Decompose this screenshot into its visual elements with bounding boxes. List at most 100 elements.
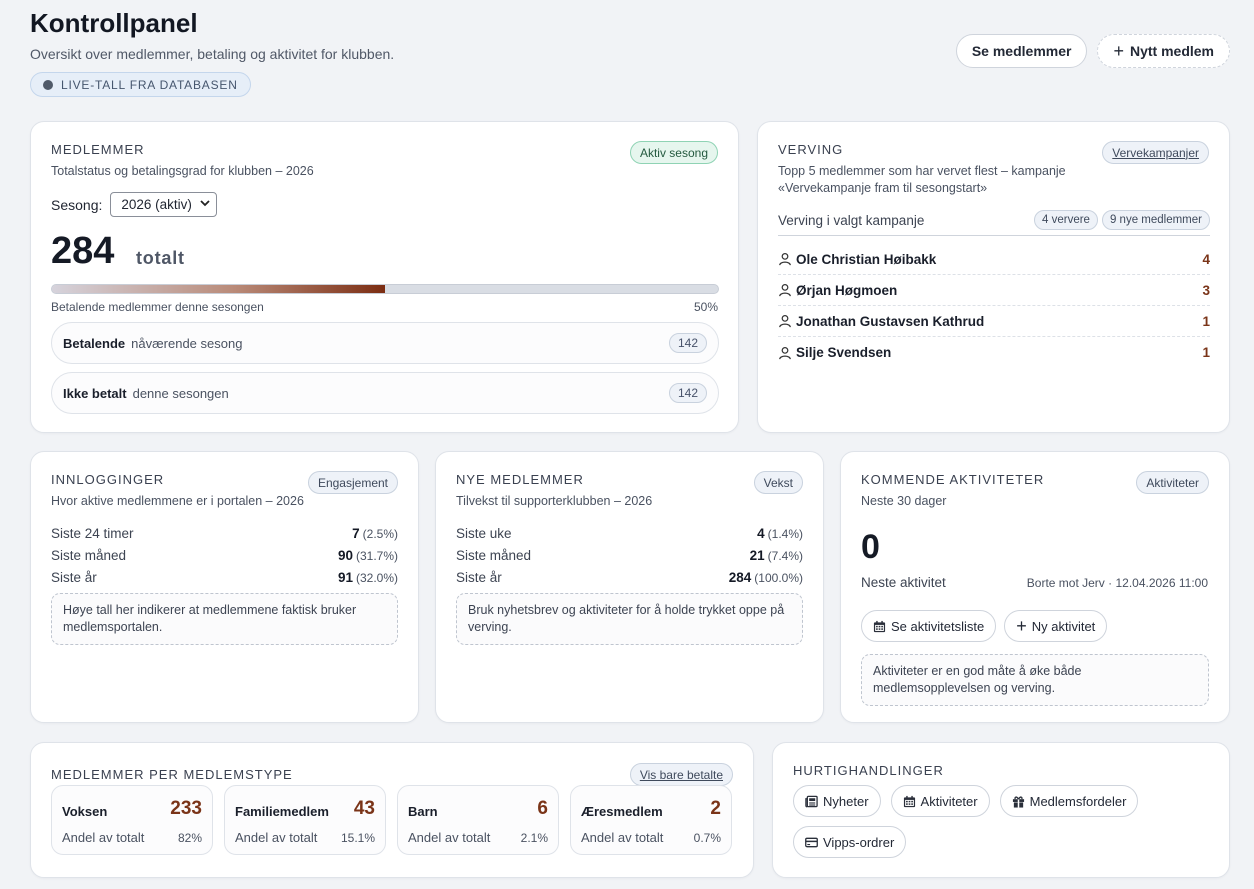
list-item[interactable]: Jonathan Gustavsen Kathrud 1 — [778, 306, 1210, 337]
paying-progress-bar — [51, 284, 719, 294]
member-type-box: Familiemedlem 43 Andel av totalt 15.1% — [224, 785, 386, 855]
gift-icon — [1012, 795, 1024, 808]
stat-label: Siste uke — [456, 525, 512, 541]
quick-actions-grid: Nyheter Aktiviteter Medlemsfordeler Vipp… — [793, 785, 1193, 858]
member-type-count: 233 — [170, 798, 202, 819]
new-member-label: Nytt medlem — [1129, 43, 1214, 59]
stat-number: 4 — [757, 525, 765, 541]
activities-button[interactable]: Aktiviteter — [890, 785, 990, 817]
stat-row: Siste år 284 (100.0%) — [456, 566, 803, 588]
logins-card: INNLOGGINGER Hvor aktive medlemmene er i… — [30, 451, 419, 723]
logins-card-subtitle: Hvor aktive medlemmene er i portalen – 2… — [51, 494, 304, 508]
recruiters-badge: 4 ververe — [1034, 210, 1098, 230]
recruiter-name: Silje Svendsen — [796, 345, 892, 360]
new-activity-label: Ny aktivitet — [1031, 618, 1096, 634]
list-item[interactable]: Silje Svendsen 1 — [778, 337, 1210, 368]
plus-icon: + — [1016, 616, 1027, 636]
new-members-card-label: NYE MEDLEMMER — [456, 472, 584, 487]
season-label: Sesong: — [51, 196, 103, 213]
logins-hint: Høye tall her indikerer at medlemmene fa… — [51, 593, 398, 645]
member-type-share-label: Andel av totalt — [62, 830, 145, 845]
recruiter-count: 1 — [1202, 313, 1210, 329]
activity-list-button[interactable]: Se aktivitetsliste — [861, 610, 997, 642]
member-benefits-label: Medlemsfordeler — [1029, 793, 1127, 809]
stat-label: Siste måned — [51, 547, 127, 563]
growth-badge: Vekst — [753, 471, 803, 494]
stat-label: Siste 24 timer — [51, 525, 134, 541]
new-member-button[interactable]: + Nytt medlem — [1097, 34, 1230, 68]
live-badge-label: LIVE-TALL FRA DATABASEN — [61, 77, 238, 92]
new-activity-button[interactable]: + Ny aktivitet — [1004, 610, 1108, 642]
recruit-head: Verving i valgt kampanje 4 ververe 9 nye… — [778, 210, 1210, 230]
unpaid-row[interactable]: Ikke betalt denne sesongen 142 — [51, 372, 719, 414]
credit-card-icon — [805, 837, 818, 847]
activity-buttons: Se aktivitetsliste + Ny aktivitet — [861, 610, 1108, 642]
member-type-name: Voksen — [62, 804, 108, 819]
list-item[interactable]: Ole Christian Høibakk 4 — [778, 244, 1210, 275]
stat-row: Siste måned 90 (31.7%) — [51, 544, 398, 566]
stat-value: 4 (1.4%) — [757, 526, 803, 541]
paying-count: 142 — [668, 333, 707, 353]
page-title: Kontrollpanel — [30, 8, 198, 38]
new-members-card-subtitle: Tilvekst til supporterklubben – 2026 — [456, 494, 653, 508]
member-type-share: 15.1% — [340, 831, 375, 845]
chevron-down-icon — [200, 199, 210, 210]
member-types-card: MEDLEMMER PER MEDLEMSTYPE Vis bare betal… — [30, 742, 754, 878]
person-icon — [779, 252, 791, 266]
list-item[interactable]: Ørjan Høgmoen 3 — [778, 275, 1210, 306]
stat-label: Siste måned — [456, 547, 532, 563]
vipps-orders-label: Vipps-ordrer — [823, 834, 895, 850]
recruiter-name: Ole Christian Høibakk — [796, 251, 937, 267]
next-activity-label: Neste aktivitet — [861, 575, 946, 590]
member-types-grid: Voksen 233 Andel av totalt 82% Familieme… — [51, 785, 732, 855]
members-card: MEDLEMMER Totalstatus og betalingsgrad f… — [30, 121, 739, 433]
paying-label: Betalende — [63, 335, 126, 351]
stat-value: 7 (2.5%) — [352, 526, 398, 541]
member-type-share: 2.1% — [520, 831, 548, 845]
next-activity-value: Borte mot Jerv · 12.04.2026 11:00 — [1026, 575, 1208, 590]
recruit-subtitle-line1: Topp 5 medlemmer som har vervet flest – … — [778, 164, 1066, 178]
plus-icon: + — [1113, 41, 1124, 61]
upcoming-card-label: KOMMENDE AKTIVITETER — [861, 472, 1045, 487]
progress-percent: 50% — [693, 300, 718, 314]
stat-percent: (2.5%) — [362, 526, 398, 541]
live-dot-icon — [43, 79, 53, 90]
upcoming-card-subtitle: Neste 30 dager — [861, 494, 947, 508]
new-members-badge: 9 nye medlemmer — [1101, 210, 1210, 230]
stat-number: 21 — [749, 547, 765, 563]
member-benefits-button[interactable]: Medlemsfordeler — [999, 785, 1139, 817]
recruit-campaigns-link[interactable]: Vervekampanjer — [1102, 141, 1209, 164]
vipps-orders-button[interactable]: Vipps-ordrer — [793, 826, 907, 858]
see-members-button[interactable]: Se medlemmer — [955, 34, 1088, 68]
engagement-badge: Engasjement — [307, 471, 398, 494]
recruit-card-label: VERVING — [778, 142, 844, 157]
logins-card-label: INNLOGGINGER — [51, 472, 165, 487]
upcoming-card: KOMMENDE AKTIVITETER Neste 30 dager Akti… — [840, 451, 1230, 723]
member-type-box: Voksen 233 Andel av totalt 82% — [51, 785, 213, 855]
stat-number: 284 — [728, 569, 752, 585]
paying-row[interactable]: Betalende nåværende sesong 142 — [51, 322, 719, 364]
calendar-icon — [903, 795, 915, 807]
header-actions: Se medlemmer + Nytt medlem — [955, 34, 1230, 68]
recruiter-name: Jonathan Gustavsen Kathrud — [796, 313, 985, 329]
recruiter-name: Ørjan Høgmoen — [796, 282, 898, 298]
activities-badge: Aktiviteter — [1136, 471, 1209, 494]
stat-number: 90 — [337, 547, 353, 563]
active-season-badge: Aktiv sesong — [629, 141, 718, 164]
season-select[interactable]: 2026 (aktiv) — [110, 192, 217, 217]
stat-number: 7 — [352, 525, 360, 541]
member-type-share-label: Andel av totalt — [581, 830, 664, 845]
new-members-card: NYE MEDLEMMER Tilvekst til supporterklub… — [435, 451, 824, 723]
news-button[interactable]: Nyheter — [793, 785, 881, 817]
member-type-count: 6 — [537, 798, 548, 819]
stat-number: 91 — [337, 569, 353, 585]
recruit-card-subtitle: Topp 5 medlemmer som har vervet flest – … — [778, 163, 1066, 197]
logins-stats: Siste 24 timer 7 (2.5%) Siste måned 90 (31… — [51, 522, 398, 588]
show-paid-only-link[interactable]: Vis bare betalte — [629, 763, 733, 786]
recruit-subtitle-line2: «Vervekampanje fram til sesongstart» — [778, 181, 988, 195]
stat-value: 91 (32.0%) — [338, 570, 398, 585]
person-icon — [779, 283, 791, 297]
paying-sub: nåværende sesong — [131, 335, 243, 351]
member-type-count: 2 — [710, 798, 721, 819]
total-members-count: 284 — [51, 230, 115, 272]
